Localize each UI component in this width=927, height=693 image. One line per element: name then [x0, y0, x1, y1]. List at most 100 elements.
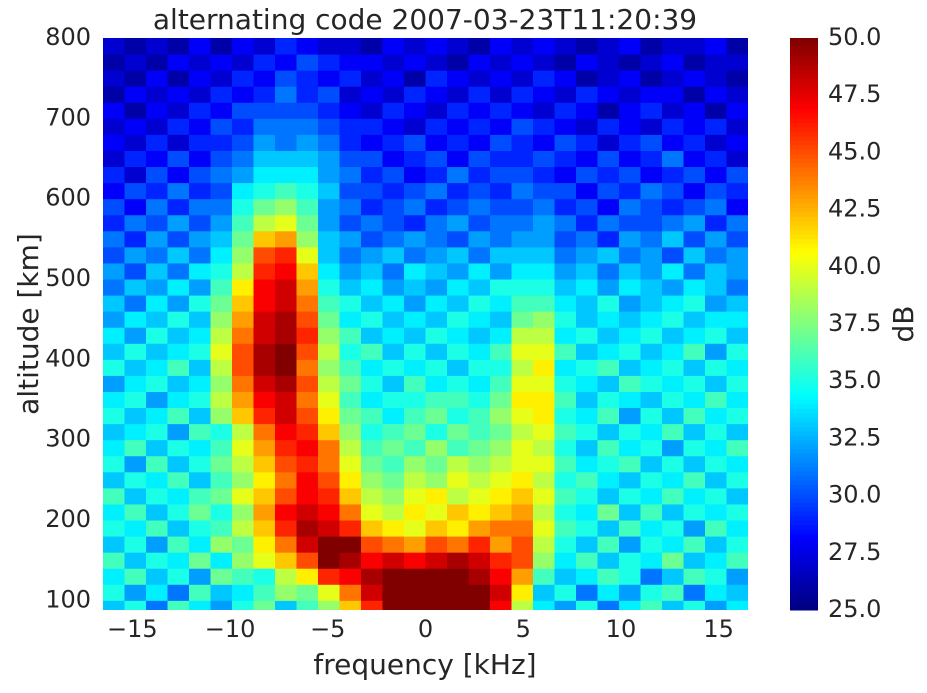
heatmap-cell — [167, 455, 190, 473]
heatmap-cell — [103, 198, 125, 216]
heatmap-cell — [683, 391, 706, 409]
colorbar-segment — [790, 127, 818, 133]
heatmap-cell — [726, 343, 748, 360]
heatmap-cell — [726, 439, 748, 457]
heatmap-cell — [576, 102, 598, 119]
heatmap-cell — [253, 503, 276, 521]
heatmap-cell — [404, 38, 426, 55]
heatmap-cell — [554, 487, 577, 505]
heatmap-cell — [404, 118, 426, 135]
colorbar-segment — [790, 359, 818, 365]
heatmap-cell — [210, 600, 233, 610]
colorbar-segment — [790, 297, 818, 303]
heatmap-cell — [662, 439, 684, 457]
colorbar-label: dB — [887, 306, 920, 343]
heatmap-cell — [296, 166, 319, 184]
heatmap-cell — [253, 246, 276, 264]
heatmap-cell — [447, 568, 469, 585]
heatmap-cell — [533, 536, 555, 553]
heatmap-cell — [619, 262, 641, 280]
heatmap-cell — [232, 375, 254, 392]
heatmap-cell — [490, 166, 512, 184]
heatmap-cell — [640, 86, 663, 103]
heatmap-cell — [683, 343, 706, 360]
heatmap-cell — [726, 568, 748, 585]
heatmap-cell — [554, 311, 577, 328]
colorbar-segment — [790, 109, 818, 115]
x-tick-label: −5 — [310, 615, 345, 643]
heatmap-cell — [619, 520, 641, 537]
heatmap-cell — [232, 262, 254, 280]
heatmap-cell — [361, 471, 383, 489]
colorbar-segment — [790, 565, 818, 571]
heatmap-cell — [404, 343, 426, 360]
heatmap-cell — [103, 70, 125, 87]
colorbar-segment — [790, 324, 818, 329]
heatmap-cell — [726, 262, 748, 280]
heatmap-cell — [232, 118, 254, 135]
heatmap-cell — [726, 150, 748, 168]
x-tick-label: 10 — [606, 615, 637, 643]
heatmap-cell — [533, 471, 555, 489]
heatmap-cell — [533, 503, 555, 521]
heatmap-cell — [640, 118, 663, 135]
heatmap-cell — [382, 214, 405, 232]
colorbar-tick-label: 42.5 — [828, 195, 881, 223]
colorbar-segment — [790, 453, 818, 459]
heatmap-cell — [468, 487, 491, 505]
heatmap-cell — [576, 423, 598, 441]
heatmap-cell — [146, 407, 168, 425]
heatmap-cell — [425, 279, 448, 296]
heatmap-cell — [490, 455, 512, 473]
heatmap-cell — [619, 246, 641, 264]
heatmap-cell — [533, 520, 555, 537]
heatmap-cell — [189, 182, 211, 200]
heatmap-cell — [662, 70, 684, 87]
heatmap-cell — [533, 38, 555, 55]
heatmap-cell — [726, 295, 748, 312]
heatmap-cell — [318, 198, 340, 216]
heatmap-cell — [640, 455, 663, 473]
colorbar-segment — [790, 243, 818, 249]
heatmap-cell — [318, 150, 340, 168]
heatmap-cell — [339, 391, 362, 409]
heatmap-cell — [189, 102, 211, 119]
heatmap-cell — [447, 150, 469, 168]
heatmap-cell — [447, 407, 469, 425]
heatmap-cell — [511, 134, 534, 151]
heatmap-cell — [533, 246, 555, 264]
heatmap-cell — [662, 166, 684, 184]
heatmap-cell — [490, 568, 512, 585]
heatmap-cell — [490, 311, 512, 328]
heatmap-cell — [533, 487, 555, 505]
heatmap-cell — [705, 520, 727, 537]
heatmap-cell — [597, 536, 620, 553]
heatmap-cell — [210, 118, 233, 135]
heatmap-cell — [425, 327, 448, 344]
heatmap-cell — [447, 86, 469, 103]
heatmap-cell — [318, 584, 340, 601]
x-tick-label: 5 — [516, 615, 531, 643]
heatmap-cell — [232, 150, 254, 168]
heatmap-cell — [468, 407, 491, 425]
heatmap-cell — [404, 503, 426, 521]
heatmap-cell — [468, 182, 491, 200]
heatmap-cell — [167, 150, 190, 168]
heatmap-cell — [382, 536, 405, 553]
heatmap-cell — [103, 134, 125, 151]
heatmap-cell — [705, 182, 727, 200]
heatmap-cell — [339, 182, 362, 200]
colorbar-segment — [790, 158, 818, 164]
heatmap-cell — [339, 439, 362, 457]
heatmap-cell — [597, 343, 620, 360]
heatmap-cell — [683, 166, 706, 184]
heatmap-cell — [232, 407, 254, 425]
heatmap-cell — [576, 584, 598, 601]
heatmap-cell — [576, 38, 598, 55]
heatmap-cell — [124, 503, 147, 521]
heatmap-cell — [726, 70, 748, 87]
colorbar-segment — [790, 408, 818, 414]
heatmap-cell — [425, 38, 448, 55]
heatmap-cell — [705, 311, 727, 328]
heatmap-cell — [511, 262, 534, 280]
